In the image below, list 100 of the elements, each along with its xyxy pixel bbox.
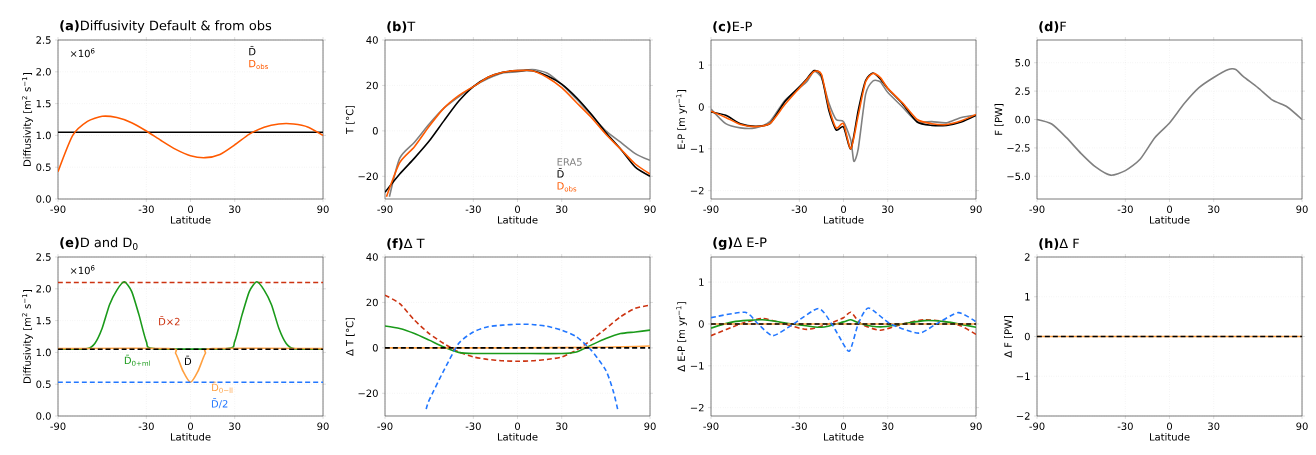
- y-tick-label: 0: [698, 103, 704, 111]
- x-axis-title: Latitude: [498, 215, 538, 224]
- y-tick-label: 0.0: [36, 195, 51, 203]
- x-tick-label: 30: [882, 422, 894, 431]
- chart-title: (b)T: [387, 21, 416, 33]
- text: ERA5: [557, 158, 582, 166]
- line-series: [711, 311, 977, 337]
- y-tick-label: 0.5: [36, 380, 51, 388]
- y-tick-label: 0: [1024, 332, 1030, 341]
- y-tick-label: −20: [358, 172, 378, 181]
- x-tick-label: 0: [515, 422, 521, 431]
- x-tick-label: 30: [229, 422, 241, 431]
- x-tick-label: 90: [1296, 205, 1308, 214]
- x-axis-title: Latitude: [1150, 215, 1190, 224]
- chart-title: (e)D and D$_{0}$: [60, 237, 138, 250]
- y-tick-label: 2.0: [36, 285, 51, 293]
- y-tick-label: 1.0: [36, 131, 51, 140]
- y-tick-label: 0: [698, 320, 704, 328]
- y-tick-label: 2.0: [36, 68, 51, 76]
- line-series: [711, 307, 977, 352]
- y-tick-label: 40: [366, 36, 378, 44]
- x-tick-label: -30: [138, 422, 154, 431]
- x-tick-label: 0: [841, 205, 847, 214]
- y-tick-label: 0.0: [1015, 115, 1030, 124]
- y-tick-label: 2.5: [36, 253, 51, 261]
- line-series: [385, 294, 651, 363]
- y-tick-label: 2: [1024, 253, 1030, 261]
- y-tick-label: 1.0: [36, 348, 51, 357]
- line-series: [385, 325, 651, 355]
- text: D$_{obs}$: [557, 182, 577, 192]
- x-tick-label: 90: [644, 205, 656, 214]
- x-tick-label: 90: [317, 205, 329, 214]
- y-tick-label: −2: [690, 186, 704, 195]
- x-axis-title: Latitude: [170, 432, 211, 441]
- x-tick-label: -90: [377, 205, 393, 214]
- y-tick-label: 20: [366, 81, 378, 90]
- chart-title: (f)Δ T: [387, 238, 425, 250]
- x-axis-title: Latitude: [824, 215, 864, 224]
- y-tick-label: 5.0: [1015, 58, 1030, 67]
- text: D̄: [557, 168, 564, 178]
- chart-title: (h)Δ F: [1039, 238, 1079, 250]
- y-tick-label: 0: [372, 344, 378, 352]
- series-label: D̄/2: [211, 398, 228, 409]
- y-tick-label: 0: [372, 127, 378, 135]
- y-axis-title: Δ E-P [m yr$^{−1}$]: [676, 302, 687, 372]
- line-series: [425, 323, 619, 410]
- y-tick-label: −1: [690, 362, 704, 370]
- y-tick-label: 1.5: [36, 316, 51, 325]
- chart-title: (a)Diffusivity Default & from obs: [60, 20, 272, 33]
- x-tick-label: -90: [377, 422, 393, 431]
- y-axis-title: Δ F [PW]: [1004, 316, 1013, 358]
- y-tick-label: −2: [1016, 412, 1030, 420]
- y-tick-label: −1: [690, 145, 704, 153]
- text: D̄×2: [159, 315, 180, 326]
- series-label: D̄$_{0+ml}$: [124, 354, 150, 366]
- x-tick-label: -90: [1029, 205, 1045, 214]
- x-tick-label: -30: [791, 422, 807, 431]
- chart-title: (d)F: [1039, 21, 1067, 33]
- y-tick-label: 1.5: [36, 99, 51, 108]
- x-tick-label: -30: [791, 205, 807, 214]
- y-tick-label: 40: [366, 253, 378, 261]
- annotation: ×10$^{6}$: [70, 265, 95, 275]
- annotation: ×10$^{6}$: [70, 48, 95, 58]
- y-axis-title: E-P [m yr$^{−1}$]: [676, 90, 687, 149]
- y-tick-label: −20: [358, 389, 378, 398]
- x-tick-label: 30: [556, 422, 568, 431]
- x-tick-label: -30: [138, 205, 154, 214]
- series-label: D̄: [185, 355, 192, 365]
- y-axis-title: Diffusivity [m$^{2}$ s$^{−1}$]: [21, 72, 33, 166]
- x-tick-label: 0: [188, 422, 194, 431]
- x-tick-label: -30: [1117, 205, 1133, 214]
- x-axis-title: Latitude: [1150, 432, 1190, 441]
- y-tick-label: 1: [699, 61, 704, 69]
- x-tick-label: 0: [1167, 422, 1173, 431]
- x-tick-label: 0: [515, 205, 521, 214]
- x-tick-label: -30: [1117, 422, 1133, 431]
- x-tick-label: 30: [229, 205, 241, 214]
- y-axis-title: T [°C]: [345, 105, 355, 135]
- y-tick-label: −1: [1016, 372, 1030, 380]
- line-series: [58, 115, 324, 173]
- y-tick-label: 2.5: [1015, 87, 1030, 95]
- y-tick-label: −5.0: [1007, 172, 1030, 181]
- text: D̄: [249, 45, 256, 56]
- x-tick-label: -90: [703, 205, 719, 214]
- x-tick-label: 0: [841, 422, 847, 431]
- x-tick-label: 0: [188, 205, 194, 214]
- x-tick-label: 90: [970, 205, 982, 214]
- x-tick-label: 30: [882, 205, 894, 214]
- x-tick-label: -90: [50, 205, 66, 214]
- chart-title: (c)E-P: [713, 21, 752, 33]
- x-tick-label: 30: [1208, 205, 1220, 214]
- y-tick-label: 0.0: [36, 412, 51, 420]
- y-tick-label: 1: [699, 278, 704, 286]
- x-tick-label: -90: [1029, 422, 1045, 431]
- x-tick-label: -90: [703, 422, 719, 431]
- x-axis-title: Latitude: [498, 432, 538, 441]
- x-tick-label: 90: [1296, 422, 1308, 431]
- y-axis-title: F [PW]: [994, 104, 1004, 135]
- x-tick-label: 90: [644, 422, 656, 431]
- chart-title: (g)Δ E-P: [713, 237, 767, 250]
